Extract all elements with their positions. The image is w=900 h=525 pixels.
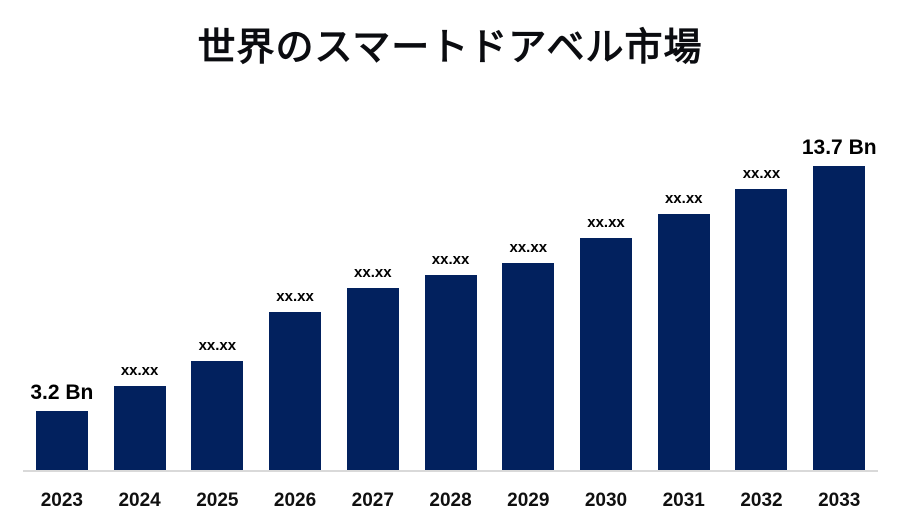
bar [113,386,166,470]
bar-value-label: xx.xx [587,213,625,231]
bar [424,275,477,470]
x-axis-tick-label: 2025 [196,490,239,511]
bar-group-2027: xx.xx [334,0,412,470]
bar-value-label: xx.xx [664,189,703,207]
bar [269,312,322,470]
bar-group-2029: xx.xx [489,0,567,470]
x-axis-tick-label: 2023 [40,490,83,511]
bar-value-label: xx.xx [742,164,781,182]
bar [813,166,866,470]
bar-group-2033: 13.7 Bn [800,0,878,470]
bar [191,361,244,470]
bar-value-label: xx.xx [276,287,314,305]
x-axis-tick-row: 2023 2024 2025 2026 2027 2028 2029 2030 2031 2032… [23,490,878,512]
x-axis-tick-label: 2032 [740,490,783,511]
bar-value-label: xx.xx [354,263,392,281]
bar-value-label: 13.7 Bn [801,135,877,159]
bar-value-label: xx.xx [431,250,470,268]
x-axis-tick-label: 2026 [273,490,317,511]
bar-group-2028: xx.xx [412,0,490,470]
bar-group-2032: xx.xx [723,0,801,470]
x-axis-tick-label: 2030 [584,490,628,511]
bar-group-2025: xx.xx [178,0,256,470]
bar-group-2031: xx.xx [645,0,723,470]
x-axis-tick-label: 2029 [507,490,550,511]
bar-value-label: xx.xx [198,336,237,354]
plot-area: 3.2 Bn xx.xx xx.xx xx.xx xx.xx xx.xx xx.xx xx.x… [23,0,878,472]
bar [657,214,710,470]
x-axis-tick-label: 2031 [662,490,705,511]
bar-value-label: xx.xx [509,238,548,256]
x-axis-tick-label: 2024 [118,490,161,511]
bar-group-2024: xx.xx [101,0,179,470]
bar-group-2023: 3.2 Bn [23,0,101,470]
bar-value-label: 3.2 Bn [30,380,94,404]
bar-group-2026: xx.xx [256,0,334,470]
bar [35,411,88,470]
bar [580,238,632,470]
x-axis-tick-label: 2028 [429,490,472,511]
bar-group-2030: xx.xx [567,0,645,470]
chart-title: 世界のスマートドアベル市場 [197,24,703,69]
bar-value-label: xx.xx [120,361,159,379]
x-axis-tick-label: 2033 [818,490,861,511]
bar [502,263,555,470]
bar [735,189,788,470]
bar [346,288,399,470]
x-axis-tick-label: 2027 [351,490,394,511]
